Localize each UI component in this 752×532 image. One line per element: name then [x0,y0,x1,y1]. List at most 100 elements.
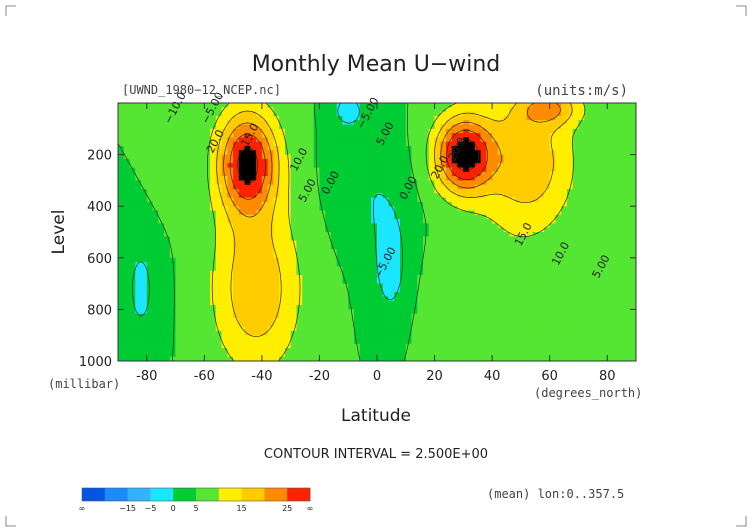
field-cell [267,279,274,285]
field-cell [359,111,367,117]
field-cell [152,158,159,164]
field-cell [342,292,349,298]
field-cell [233,249,240,255]
field-cell [302,214,309,220]
field-cell [256,115,263,121]
field-cell [532,283,539,289]
field-cell [342,133,349,138]
field-cell [492,163,499,169]
field-cell [549,158,557,164]
field-cell [382,244,390,250]
field-cell [313,193,321,199]
field-cell [457,236,464,242]
field-cell [578,339,585,345]
field-cell [428,167,436,173]
field-cell [336,279,344,285]
field-cell [509,176,516,181]
field-cell [330,244,338,250]
field-cell [446,270,453,276]
field-cell [210,313,217,319]
field-cell [210,257,217,263]
field-cell [423,244,430,250]
field-cell [279,184,286,190]
field-cell [238,253,246,259]
field-cell [549,339,557,345]
field-cell [296,107,303,113]
field-cell [434,227,441,233]
field-cell [440,240,447,246]
field-cell [584,201,591,207]
field-cell [572,257,580,263]
field-cell [428,270,436,276]
field-cell [279,189,286,194]
field-cell [302,227,309,233]
field-cell [451,305,459,310]
field-cell [400,223,407,229]
field-cell [135,348,142,353]
field-cell [382,141,390,147]
field-cell [457,107,464,113]
field-cell [515,206,522,212]
field-cell [256,201,263,207]
field-cell [279,300,286,306]
field-cell [267,335,274,341]
field-cell [428,146,436,151]
field-cell [549,322,557,328]
field-cell [302,244,309,250]
field-cell [566,262,574,267]
field-cell [307,176,315,181]
field-cell [463,253,470,259]
field-cell [480,124,487,130]
field-cell [440,296,447,302]
field-cell [307,206,315,212]
field-cell [400,107,407,113]
field-cell [520,111,528,117]
field-cell [423,103,430,108]
field-cell [515,232,522,237]
field-cell [129,262,136,267]
field-cell [480,326,487,332]
field-cell [555,330,562,336]
field-cell [520,257,528,263]
field-cell [198,309,205,315]
field-cell [187,262,194,267]
field-cell [405,300,413,306]
field-cell [146,292,154,298]
field-cell [405,330,413,336]
field-cell [296,133,303,138]
field-cell [440,309,447,315]
field-cell [313,115,321,121]
field-cell [572,283,580,289]
field-cell [480,206,487,212]
field-cell [566,266,574,272]
field-cell [572,107,580,113]
corner-mark [736,516,747,527]
field-cell [348,115,355,121]
field-cell [175,262,182,267]
field-cell [319,223,326,229]
field-cell [313,124,321,130]
field-cell [158,322,165,328]
field-cell [204,253,211,259]
field-cell [284,236,292,242]
field-cell [566,296,574,302]
field-cell [365,103,372,108]
field-cell [158,163,165,169]
field-cell [561,318,568,323]
field-cell [313,253,321,259]
field-cell [319,184,326,190]
field-cell [497,154,505,160]
field-cell [561,309,568,315]
field-cell [198,305,205,310]
field-cell [400,313,407,319]
field-cell [273,103,280,108]
field-cell [532,236,539,242]
field-cell [296,313,303,319]
field-cell [353,201,361,207]
field-cell [152,287,159,293]
field-cell [302,111,309,117]
field-cell [221,356,228,361]
field-cell [336,287,344,293]
plot-area [118,103,636,361]
field-cell [135,339,142,345]
